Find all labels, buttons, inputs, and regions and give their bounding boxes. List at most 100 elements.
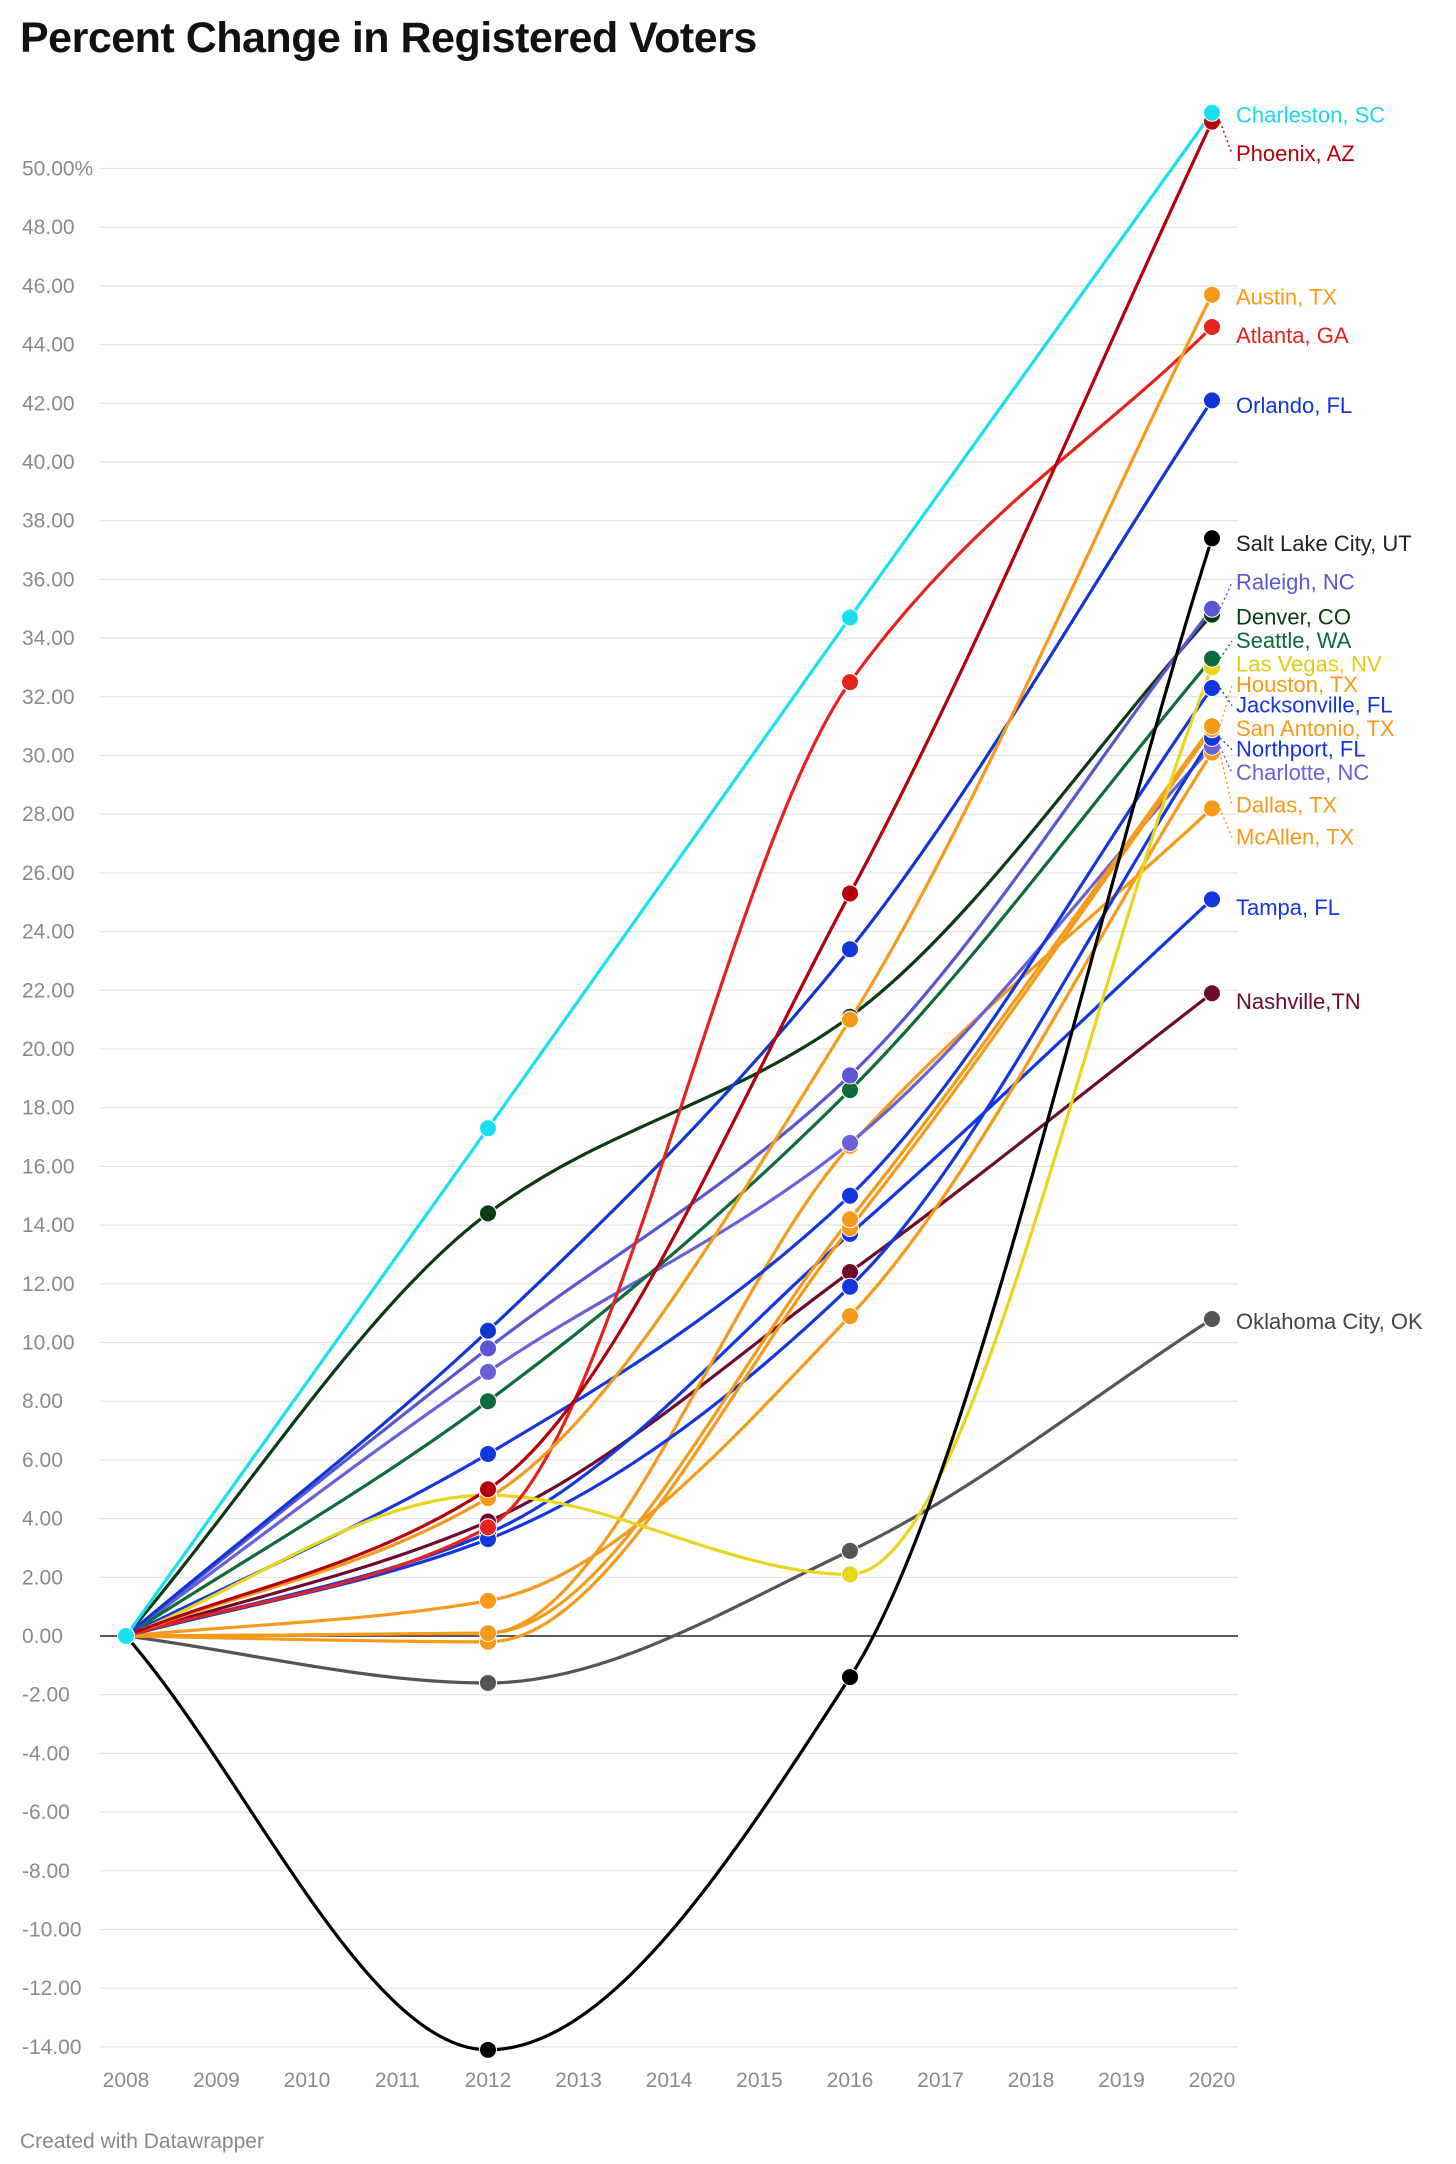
y-tick-label: 14.00 — [22, 1214, 75, 1237]
label-leader — [1219, 687, 1233, 706]
series-label: San Antonio, TX — [1236, 716, 1395, 741]
y-tick-label: 40.00 — [22, 451, 75, 474]
series-label: Nashville,TN — [1236, 989, 1361, 1014]
data-point — [479, 1119, 497, 1138]
y-tick-label: 38.00 — [22, 510, 75, 533]
series-label: Jacksonville, FL — [1236, 693, 1393, 718]
series-points — [117, 103, 1221, 2059]
series-line — [124, 724, 1214, 1638]
series-label: Houston, TX — [1236, 672, 1358, 697]
data-point — [841, 608, 859, 627]
data-point — [841, 1010, 859, 1029]
series-label: Austin, TX — [1236, 285, 1337, 310]
series-line — [124, 991, 1214, 1638]
data-point — [1203, 717, 1221, 736]
y-tick-label: 28.00 — [22, 803, 75, 826]
series-label: Tampa, FL — [1236, 895, 1340, 920]
data-point — [841, 1668, 859, 1687]
y-tick-label: 42.00 — [22, 392, 75, 415]
y-tick-label: 2.00 — [22, 1566, 63, 1589]
series-label: Orlando, FL — [1236, 393, 1352, 418]
data-point — [1203, 984, 1221, 1003]
x-tick-label: 2017 — [917, 2069, 964, 2092]
y-tick-label: 34.00 — [22, 627, 75, 650]
y-tick-label: 0.00 — [22, 1625, 63, 1648]
series-line — [124, 111, 1214, 1638]
y-tick-label: 50.00% — [22, 158, 93, 181]
y-tick-label: 36.00 — [22, 568, 75, 591]
data-point — [841, 1210, 859, 1229]
series-label: Seattle, WA — [1236, 628, 1352, 653]
series-line — [124, 613, 1214, 1638]
y-tick-label: 20.00 — [22, 1038, 75, 1061]
series-line — [124, 398, 1214, 1638]
data-point — [1203, 890, 1221, 909]
y-tick-label: 8.00 — [22, 1390, 63, 1413]
y-tick-label: 4.00 — [22, 1508, 63, 1531]
series-line — [124, 293, 1214, 1638]
data-point — [841, 1565, 859, 1584]
y-tick-label: 22.00 — [22, 979, 75, 1002]
y-tick-label: 26.00 — [22, 862, 75, 885]
data-point — [479, 1321, 497, 1340]
x-axis: 2008 2009 2010 2011 2012 2013 2014 2015 2016 2017… — [103, 2069, 1236, 2092]
series-label: Salt Lake City, UT — [1236, 531, 1412, 556]
data-point — [1203, 649, 1221, 668]
y-tick-label: -6.00 — [22, 1801, 70, 1824]
data-point — [479, 1673, 497, 1692]
series-line — [124, 1317, 1214, 1685]
data-point — [841, 940, 859, 959]
data-point — [1203, 317, 1221, 336]
data-point — [479, 1339, 497, 1358]
label-leader — [1219, 121, 1233, 155]
y-tick-label: 16.00 — [22, 1155, 75, 1178]
y-tick-label: 44.00 — [22, 334, 75, 357]
y-tick-label: 12.00 — [22, 1273, 75, 1296]
series-label: Denver, CO — [1236, 605, 1351, 630]
y-tick-label: 18.00 — [22, 1097, 75, 1120]
x-tick-label: 2009 — [193, 2069, 240, 2092]
data-point — [841, 1133, 859, 1152]
series-line — [124, 325, 1214, 1638]
data-point — [479, 1591, 497, 1610]
data-point — [1203, 391, 1221, 410]
data-point — [479, 1362, 497, 1381]
x-tick-label: 2018 — [1008, 2069, 1055, 2092]
gridlines — [100, 167, 1238, 2048]
label-leader — [1219, 746, 1233, 774]
y-tick-label: 32.00 — [22, 686, 75, 709]
y-tick-label: -4.00 — [22, 1742, 70, 1765]
data-point — [841, 673, 859, 692]
series-line — [124, 665, 1214, 1638]
data-point — [841, 1186, 859, 1205]
series-label: Northport, FL — [1236, 737, 1366, 762]
label-leader — [1219, 684, 1233, 727]
data-point — [479, 2040, 497, 2059]
data-point — [841, 1277, 859, 1296]
y-tick-label: -14.00 — [22, 2036, 82, 2059]
y-tick-label: 30.00 — [22, 745, 75, 768]
y-tick-label: -8.00 — [22, 1860, 70, 1883]
data-point — [1203, 678, 1221, 697]
label-leader — [1219, 737, 1233, 751]
series-label: Las Vegas, NV — [1236, 652, 1382, 677]
data-point — [841, 1307, 859, 1326]
series-label: Raleigh, NC — [1236, 569, 1355, 594]
label-leader — [1219, 752, 1233, 806]
data-point — [841, 1541, 859, 1560]
x-tick-label: 2019 — [1098, 2069, 1145, 2092]
x-tick-label: 2016 — [827, 2069, 874, 2092]
label-leader — [1219, 640, 1233, 659]
series-label: Atlanta, GA — [1236, 323, 1349, 348]
data-point — [1203, 103, 1221, 122]
series-label: Phoenix, AZ — [1236, 141, 1355, 166]
series-lines — [124, 111, 1214, 2052]
x-tick-label: 2020 — [1189, 2069, 1236, 2092]
label-leader — [1219, 808, 1233, 838]
data-point — [479, 1392, 497, 1411]
data-point — [479, 1204, 497, 1223]
y-axis: 50.00% 48.00 46.00 44.00 42.00 40.00 38.00 36.0… — [22, 158, 93, 2059]
y-tick-label: 6.00 — [22, 1449, 63, 1472]
series-line — [124, 727, 1214, 1644]
data-point — [479, 1445, 497, 1464]
